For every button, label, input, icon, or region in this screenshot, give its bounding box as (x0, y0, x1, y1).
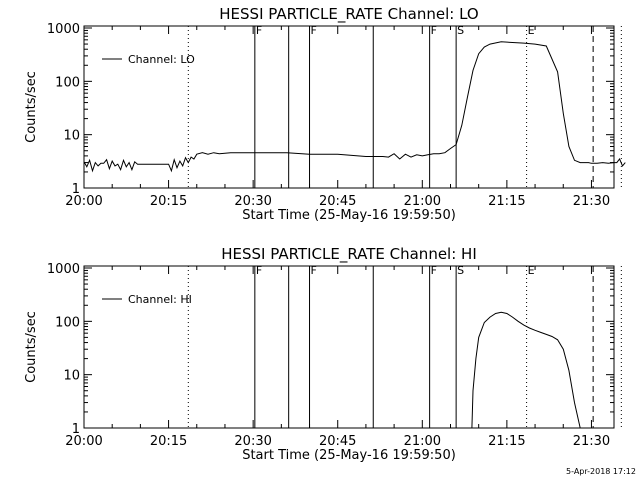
chart-title: HESSI PARTICLE_RATE Channel: HI (221, 245, 477, 264)
flag-label: F (311, 24, 317, 37)
y-tick-label: 10 (63, 129, 80, 144)
flag-label: F (431, 24, 437, 37)
flag-label: S (457, 264, 464, 277)
flag-label: F (311, 264, 317, 277)
legend-label: Channel: HI (128, 293, 192, 306)
x-axis-label: Start Time (25-May-16 19:59:50) (242, 448, 456, 463)
plot-frame (83, 265, 615, 429)
data-series-line (83, 41, 626, 173)
chart-title: HESSI PARTICLE_RATE Channel: LO (219, 5, 478, 24)
x-tick-label: 20:30 (234, 434, 271, 449)
plot-frame (83, 25, 615, 189)
x-tick-label: 21:00 (404, 194, 441, 209)
flag-label: S (457, 24, 464, 37)
y-tick-label: 100 (55, 75, 80, 90)
x-tick-label: 21:15 (488, 194, 525, 209)
x-tick-label: 21:00 (404, 434, 441, 449)
chart-panel-1: HESSI PARTICLE_RATE Channel: LO 20:00 20:1… (24, 5, 626, 223)
x-tick-label: 20:45 (319, 434, 356, 449)
y-tick-label: 1000 (47, 22, 80, 37)
x-tick-label: 20:30 (234, 194, 271, 209)
x-tick-label: 20:15 (150, 194, 187, 209)
y-tick-label: 10 (63, 369, 80, 384)
chart-panel-2: HESSI PARTICLE_RATE Channel: HI 20:00 20:1… (24, 245, 622, 463)
y-tick-label: 1 (72, 422, 80, 437)
x-tick-label: 20:45 (319, 194, 356, 209)
y-axis-label: Counts/sec (24, 71, 39, 143)
flag-label: F (256, 264, 262, 277)
data-series-line (471, 311, 581, 429)
timestamp: 5-Apr-2018 17:12 (566, 467, 636, 476)
flag-label: F (431, 264, 437, 277)
y-tick-label: 100 (55, 315, 80, 330)
x-tick-label: 21:30 (573, 434, 610, 449)
x-tick-label: 21:30 (573, 194, 610, 209)
x-tick-label: 20:00 (65, 434, 102, 449)
y-axis-label: Counts/sec (24, 311, 39, 383)
y-tick-label: 1000 (47, 262, 80, 277)
y-tick-label: 1 (72, 182, 80, 197)
flag-label: E (528, 24, 535, 37)
x-tick-label: 20:15 (150, 434, 187, 449)
legend-label: Channel: LO (128, 53, 195, 66)
x-axis-label: Start Time (25-May-16 19:59:50) (242, 208, 456, 223)
flag-label: F (256, 24, 262, 37)
x-tick-label: 21:15 (488, 434, 525, 449)
flag-label: E (528, 264, 535, 277)
x-tick-label: 20:00 (65, 194, 102, 209)
